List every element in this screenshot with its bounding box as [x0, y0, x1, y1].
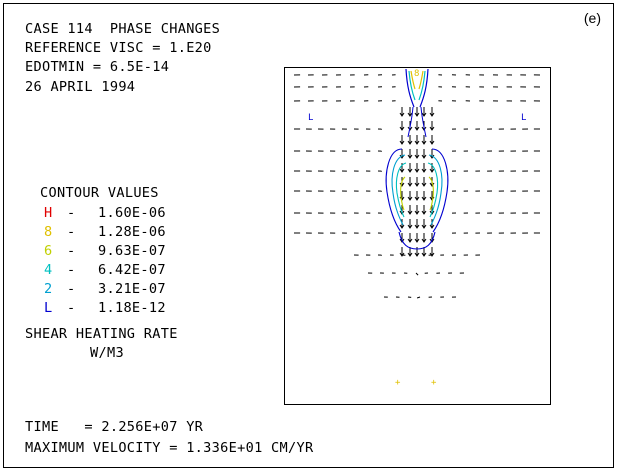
contour-dash: - [67, 224, 76, 240]
contour-level-label: L [44, 300, 53, 316]
velocity-vector [407, 163, 413, 173]
velocity-vector [414, 121, 420, 131]
edotmin: EDOTMIN = 6.5E-14 [25, 59, 170, 75]
contour-2-right [428, 154, 443, 226]
marker-bottom-right: + [431, 378, 437, 388]
contour-neck [407, 106, 427, 138]
velocity-vector [407, 247, 413, 257]
velocity-vector [399, 135, 405, 145]
velocity-vector [421, 177, 427, 187]
velocity-vector [407, 205, 413, 215]
contour-level-label: 4 [44, 262, 53, 278]
velocity-vector [429, 121, 435, 131]
velocity-vector [414, 191, 420, 201]
contour-level-label: 8 [44, 224, 53, 240]
low-marker-left: L [308, 113, 313, 123]
velocity-vector [414, 107, 420, 117]
velocity-vectors [293, 74, 541, 299]
contour-values-title: CONTOUR VALUES [40, 185, 159, 201]
contour-level-label: 6 [44, 243, 53, 259]
velocity-vector [414, 163, 420, 173]
velocity-vector [407, 135, 413, 145]
velocity-vector [421, 149, 427, 159]
velocity-vector [416, 296, 421, 299]
contour-outer-left [385, 148, 403, 233]
velocity-vector [414, 233, 420, 243]
contours-left [385, 148, 407, 233]
velocity-vector [407, 219, 413, 229]
contour-level-label: 2 [44, 281, 53, 297]
velocity-vector [414, 219, 420, 229]
velocity-contour-plot: 8 L L + + [284, 67, 551, 405]
velocity-vector [415, 272, 419, 276]
contour-dash: - [67, 300, 76, 316]
velocity-vector [421, 205, 427, 215]
velocity-vector [421, 163, 427, 173]
contour-level-value: 6.42E-07 [98, 262, 166, 278]
velocity-vector [429, 107, 435, 117]
velocity-vector [421, 219, 427, 229]
contour-dash: - [67, 243, 76, 259]
marker-bottom-left: + [395, 378, 401, 388]
contour-level-value: 1.18E-12 [98, 300, 166, 316]
contour-dash: - [67, 262, 76, 278]
max-velocity-readout: MAXIMUM VELOCITY = 1.336E+01 CM/YR [25, 440, 314, 456]
velocity-vector [407, 149, 413, 159]
velocity-vector [414, 149, 420, 159]
velocity-vector [414, 205, 420, 215]
contour-dash: - [67, 281, 76, 297]
velocity-vector [421, 107, 427, 117]
velocity-vector [421, 247, 427, 257]
contour-dash: - [67, 205, 76, 221]
date-label: 26 APRIL 1994 [25, 79, 136, 95]
contour-level-value: 1.28E-06 [98, 224, 166, 240]
plot-area: 8 L L + + [284, 67, 551, 405]
plot-border [284, 67, 551, 405]
case-title: CASE 114 PHASE CHANGES [25, 21, 221, 37]
contour-bottom-lobe [398, 231, 436, 250]
velocity-vector [407, 191, 413, 201]
velocity-vector [399, 121, 405, 131]
velocity-vector [414, 247, 420, 257]
velocity-vector [407, 233, 413, 243]
reference-viscosity: REFERENCE VISC = 1.E20 [25, 40, 212, 56]
contour-outer-right [431, 148, 449, 233]
contours-right [427, 148, 449, 233]
velocity-vector [399, 247, 405, 257]
contour-level-value: 9.63E-07 [98, 243, 166, 259]
contour-level-value: 3.21E-07 [98, 281, 166, 297]
contour-4-left [395, 162, 407, 218]
contour-6-right [428, 176, 434, 211]
velocity-vector [407, 107, 413, 117]
velocity-vector [414, 177, 420, 187]
low-marker-right: L [521, 113, 526, 123]
velocity-vector [399, 163, 405, 173]
plume-level-marker: 8 [414, 69, 419, 79]
contour-4-right [427, 162, 439, 218]
velocity-vector [421, 135, 427, 145]
velocity-vector [399, 107, 405, 117]
contour-6-left [400, 176, 406, 211]
quantity-label: SHEAR HEATING RATE [25, 326, 178, 342]
velocity-vector [429, 247, 435, 257]
contour-level-label: H [44, 205, 53, 221]
contour-top-plume [405, 68, 429, 108]
time-readout: TIME = 2.256E+07 YR [25, 419, 204, 435]
velocity-vector [429, 163, 435, 173]
contour-2-left [391, 154, 406, 226]
velocity-vector [429, 135, 435, 145]
contour-level-value: 1.60E-06 [98, 205, 166, 221]
velocity-vector [414, 135, 420, 145]
quantity-units: W/M3 [90, 345, 124, 361]
velocity-vector [421, 233, 427, 243]
velocity-vector [407, 177, 413, 187]
figure-frame [3, 3, 614, 468]
panel-label: (e) [583, 10, 601, 26]
velocity-vector [421, 191, 427, 201]
